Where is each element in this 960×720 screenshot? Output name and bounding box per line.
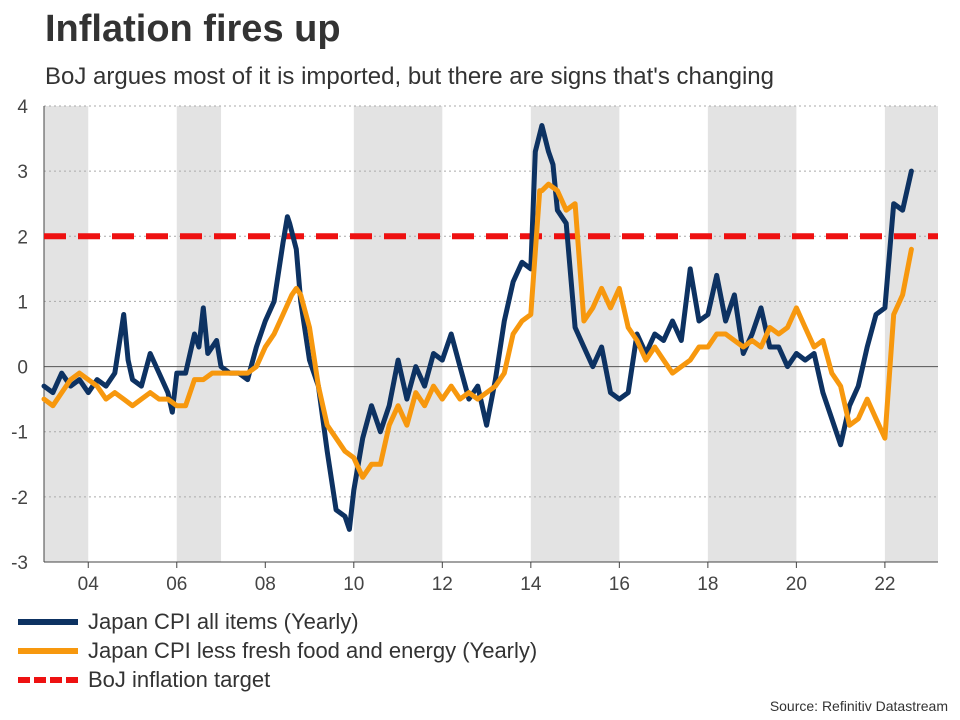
x-tick-label: 18 <box>697 574 718 595</box>
y-tick-label: -1 <box>11 423 28 444</box>
y-tick-label: -3 <box>11 553 28 574</box>
chart-subtitle: BoJ argues most of it is imported, but t… <box>45 63 774 90</box>
shaded-band-0 <box>44 106 89 562</box>
shaded-band-3 <box>530 106 620 562</box>
x-tick-label: 12 <box>432 574 453 595</box>
x-tick-label: 10 <box>343 574 364 595</box>
legend-item-all-items: Japan CPI all items (Yearly) <box>18 607 537 636</box>
y-tick-label: 3 <box>17 162 28 183</box>
legend-swatch-core <box>18 647 78 654</box>
x-tick-label: 04 <box>78 574 100 595</box>
shaded-bands <box>44 106 938 562</box>
x-tick-label: 22 <box>874 574 895 595</box>
legend-swatch-target <box>18 676 78 683</box>
series-group <box>41 123 914 532</box>
x-tick-label: 20 <box>786 574 807 595</box>
series-line-all_items <box>41 123 914 532</box>
series-line-core <box>41 181 914 480</box>
legend-item-target: BoJ inflation target <box>18 665 537 694</box>
y-tick-label: 4 <box>17 97 28 118</box>
x-tick-label: 08 <box>255 574 276 595</box>
x-tick-label: 16 <box>609 574 630 595</box>
legend-swatch-all-items <box>18 618 78 625</box>
source-note: Source: Refinitiv Datastream <box>769 698 948 714</box>
legend-label-core: Japan CPI less fresh food and energy (Ye… <box>88 637 538 663</box>
y-tick-label: 1 <box>17 292 28 313</box>
legend-label-target: BoJ inflation target <box>88 666 271 692</box>
shaded-band-2 <box>353 106 443 562</box>
legend: Japan CPI all items (Yearly) Japan CPI l… <box>18 607 537 694</box>
x-tick-label: 06 <box>166 574 187 595</box>
y-tick-label: 0 <box>17 358 28 379</box>
x-tick-label: 14 <box>520 574 542 595</box>
legend-item-core: Japan CPI less fresh food and energy (Ye… <box>18 636 537 665</box>
y-tick-label: 2 <box>17 227 28 248</box>
y-tick-label: -2 <box>11 488 28 509</box>
legend-label-all-items: Japan CPI all items (Yearly) <box>88 608 359 634</box>
chart-title: Inflation fires up <box>45 8 341 50</box>
